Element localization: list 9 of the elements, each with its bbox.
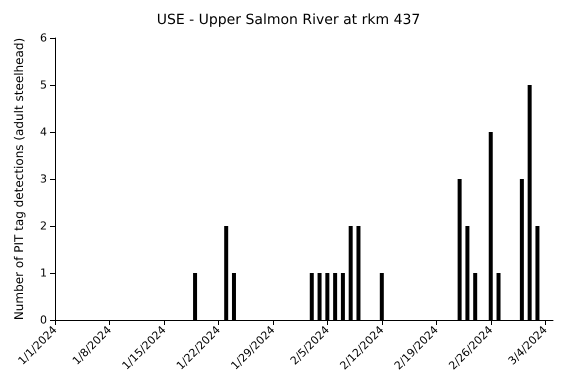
chart-title: USE - Upper Salmon River at rkm 437 [156,12,420,28]
y-tick-label: 2 [40,220,47,232]
y-tick-label: 4 [40,126,47,138]
y-tick-label: 5 [40,78,47,92]
y-tick-label: 6 [40,32,47,44]
y-tick-label: 1 [40,266,47,280]
y-tick-label: 0 [40,314,47,326]
y-axis-title: Number of PIT tag detections (adult steelhead) [12,38,26,320]
y-tick-label: 3 [40,172,47,186]
